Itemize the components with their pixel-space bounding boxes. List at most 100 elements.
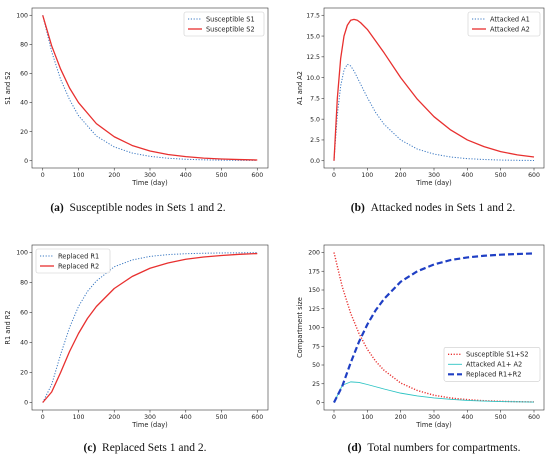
x-tick-label: 0 — [332, 414, 336, 421]
y-tick-label: 20 — [20, 370, 28, 377]
y-axis-label: S1 and S2 — [4, 71, 12, 104]
x-axis-label: Time (day) — [415, 179, 452, 187]
y-axis-label: Compartment size — [296, 297, 304, 358]
x-tick-label: 100 — [361, 172, 373, 179]
chart-panel-c: 0 100 200 300 400 500 600 0 20 40 60 80 100 Time (day… — [4, 244, 269, 454]
x-tick-label: 200 — [108, 414, 120, 421]
y-tick-label: 10.0 — [306, 75, 320, 82]
x-tick-label: 100 — [361, 414, 373, 421]
series-line-2 — [333, 18, 535, 161]
y-tick-label: 60 — [20, 71, 28, 78]
y-tick-label: 150 — [308, 287, 320, 294]
caption-tag: (d) — [348, 442, 362, 454]
y-tick-label: 80 — [20, 42, 28, 49]
series-line-1 — [333, 252, 535, 403]
chart-panel-d: 0 100 200 300 400 500 600 0 25 50 75 100 125 150 175 20… — [296, 244, 545, 454]
x-tick-label: 300 — [144, 172, 156, 179]
y-tick-label: 40 — [20, 340, 28, 347]
y-tick-label: 17.5 — [306, 12, 320, 19]
y-tick-label: 75 — [312, 343, 320, 350]
y-axis-label: A1 and A2 — [296, 71, 304, 105]
y-tick-label: 25 — [312, 381, 320, 388]
x-tick-label: 200 — [108, 172, 120, 179]
y-tick-label: 175 — [308, 268, 320, 275]
y-tick-label: 0 — [24, 158, 28, 165]
y-tick-label: 2.5 — [310, 137, 320, 144]
x-tick-label: 400 — [461, 172, 473, 179]
legend-label: Replaced R2 — [58, 262, 99, 270]
series-line-1 — [42, 252, 258, 403]
y-tick-label: 20 — [20, 129, 28, 136]
x-tick-label: 400 — [180, 172, 192, 179]
y-tick-label: 125 — [308, 306, 320, 313]
legend-label: Attacked A2 — [490, 25, 530, 33]
x-tick-label: 0 — [41, 172, 45, 179]
caption-tag: (a) — [50, 202, 64, 214]
legend-box — [467, 11, 541, 37]
series-line-2 — [333, 381, 535, 403]
legend-label: Attacked A1+ A2 — [466, 361, 522, 369]
caption-text: Replaced Sets 1 and 2. — [96, 442, 206, 454]
x-tick-label: 200 — [395, 414, 407, 421]
x-tick-label: 500 — [216, 172, 228, 179]
x-tick-label: 100 — [73, 414, 85, 421]
series-line-2 — [42, 15, 258, 161]
x-axis-label: Time (day) — [415, 421, 452, 429]
y-tick-label: 200 — [308, 250, 320, 257]
y-tick-label: 0 — [24, 400, 28, 407]
y-tick-label: 100 — [308, 325, 320, 332]
x-tick-label: 300 — [144, 414, 156, 421]
legend-box — [443, 346, 541, 382]
x-tick-label: 600 — [251, 172, 263, 179]
y-tick-label: 80 — [20, 280, 28, 287]
y-tick-label: 12.5 — [306, 54, 320, 61]
panel-caption: (c) Replaced Sets 1 and 2. — [84, 442, 207, 454]
legend-box — [35, 248, 111, 274]
y-tick-label: 40 — [20, 100, 28, 107]
x-axis-label: Time (day) — [131, 421, 168, 429]
y-tick-label: 60 — [20, 310, 28, 317]
y-tick-label: 0.0 — [310, 158, 320, 165]
x-tick-label: 300 — [428, 414, 440, 421]
x-tick-label: 500 — [216, 414, 228, 421]
y-tick-label: 100 — [16, 12, 28, 19]
legend-label: Replaced R1 — [58, 252, 99, 260]
x-tick-label: 300 — [428, 172, 440, 179]
x-tick-label: 100 — [73, 172, 85, 179]
y-tick-label: 50 — [312, 362, 320, 369]
series-line-2 — [42, 252, 258, 403]
x-tick-label: 600 — [251, 414, 263, 421]
legend: Attacked A1 Attacked A2 — [467, 11, 541, 37]
x-tick-label: 200 — [395, 172, 407, 179]
legend-label: Susceptible S1 — [206, 15, 255, 23]
legend: Susceptible S1+S2 Attacked A1+ A2 Replaced… — [443, 346, 541, 382]
legend-box — [183, 11, 265, 37]
legend-label: Replaced R1+R2 — [466, 371, 521, 379]
caption-text: Attacked nodes in Sets 1 and 2. — [365, 202, 516, 214]
legend-label: Susceptible S2 — [206, 25, 255, 33]
y-axis-label: R1 and R2 — [4, 310, 12, 344]
legend: Susceptible S1 Susceptible S2 — [183, 11, 265, 37]
x-tick-label: 500 — [495, 414, 507, 421]
y-tick-label: 0 — [316, 400, 320, 407]
caption-text: Susceptible nodes in Sets 1 and 2. — [64, 202, 226, 214]
caption-text: Total numbers for compartments. — [362, 442, 521, 454]
x-tick-label: 500 — [495, 172, 507, 179]
x-tick-label: 600 — [528, 172, 540, 179]
series-line-1 — [333, 63, 535, 161]
caption-tag: (c) — [84, 442, 97, 454]
legend-label: Attacked A1 — [490, 15, 530, 23]
x-axis-label: Time (day) — [131, 179, 168, 187]
series-line-3 — [333, 252, 535, 403]
legend-label: Susceptible S1+S2 — [466, 351, 529, 359]
x-tick-label: 0 — [332, 172, 336, 179]
y-tick-label: 5.0 — [310, 116, 320, 123]
legend: Replaced R1 Replaced R2 — [35, 248, 111, 274]
panel-caption: (a) Susceptible nodes in Sets 1 and 2. — [50, 202, 225, 214]
x-tick-label: 400 — [180, 414, 192, 421]
y-tick-label: 15.0 — [306, 33, 320, 40]
panel-caption: (b) Attacked nodes in Sets 1 and 2. — [351, 202, 516, 214]
x-tick-label: 0 — [41, 414, 45, 421]
x-tick-label: 600 — [528, 414, 540, 421]
